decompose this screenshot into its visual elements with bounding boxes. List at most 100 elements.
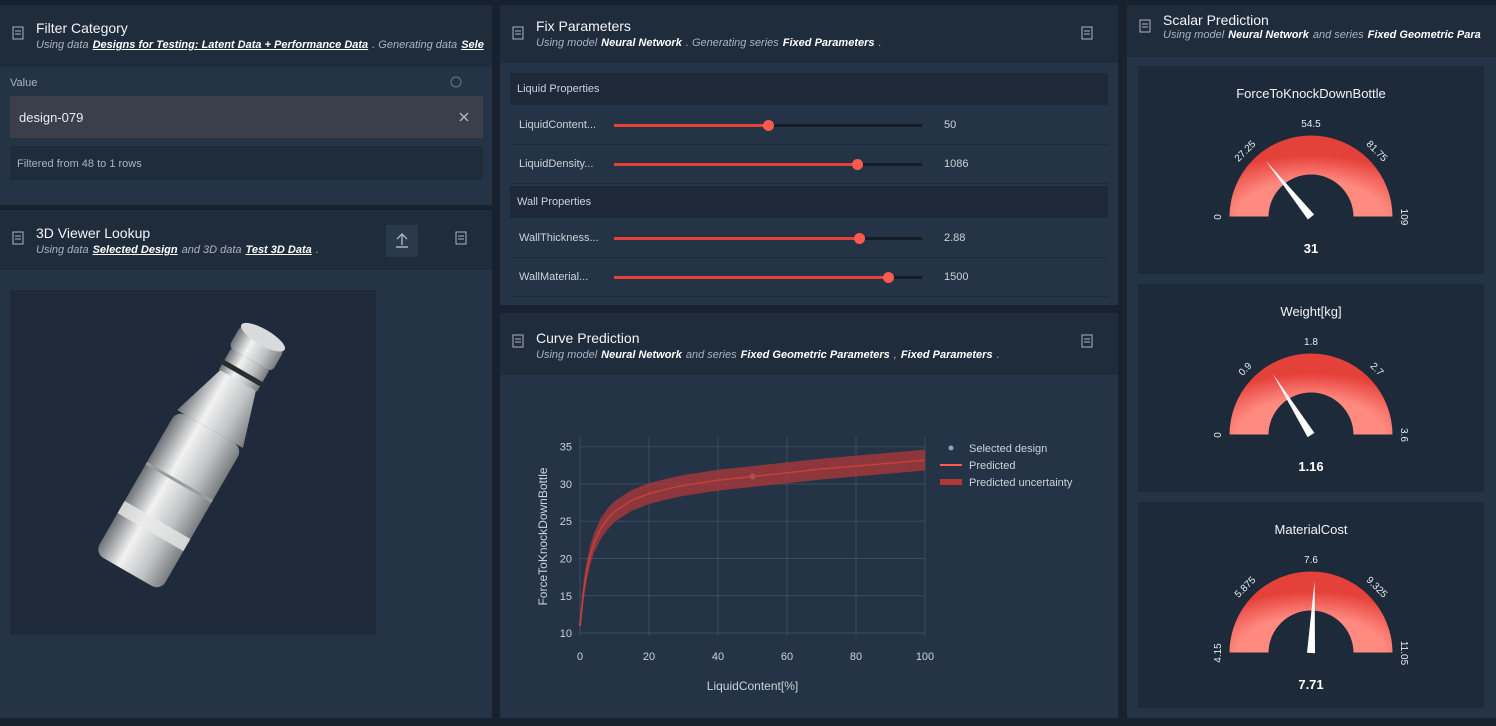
gauge-arc	[1228, 352, 1394, 436]
gauge-needle	[1307, 581, 1315, 654]
upload-button[interactable]	[386, 225, 418, 257]
subtitle-text: Using model	[536, 349, 598, 361]
slider[interactable]	[614, 272, 922, 283]
subtitle-text: . Generating series	[685, 37, 779, 49]
panel-title: Fix Parameters	[536, 18, 631, 34]
fix-parameters-panel: Fix Parameters Using model Neural Network…	[500, 5, 1118, 305]
gauge-tick-label: 4.15	[1213, 643, 1224, 663]
x-tick-label: 20	[643, 651, 655, 663]
slider[interactable]	[614, 120, 922, 131]
gauge-tick-label: 0	[1213, 432, 1224, 438]
doc-icon[interactable]	[1081, 26, 1093, 40]
filter-panel: Filter Category Using data Designs for Te…	[0, 5, 492, 205]
subtitle-source: Fixed Parameters	[782, 37, 875, 49]
subtitle-source: Neural Network	[601, 37, 682, 49]
gauge-value: 1.16	[1298, 459, 1323, 474]
slider-value: 1086	[944, 158, 969, 170]
y-tick-label: 20	[560, 553, 572, 565]
x-tick-label: 100	[916, 651, 934, 663]
gauge-needle	[1265, 160, 1315, 220]
subtitle-source: Test 3D Data	[245, 244, 312, 256]
gauge-tick-label: 0.9	[1237, 360, 1255, 378]
legend-label: Predicted	[969, 460, 1015, 472]
slider-value: 50	[944, 119, 957, 131]
panel-title: Filter Category	[36, 20, 128, 36]
panel-subtitle: Using model Neural Network and series Fixed…	[536, 349, 1000, 361]
gauge-arc	[1228, 570, 1394, 654]
panel-header: Curve Prediction Using model Neural Netwo…	[500, 313, 1118, 375]
slider-value: 2.88	[944, 232, 966, 244]
subtitle-source: Neural Network	[601, 349, 682, 361]
gauge-title: Weight[kg]	[1280, 304, 1341, 319]
x-tick-label: 80	[850, 651, 862, 663]
gauge-tick-label: 1.8	[1304, 337, 1318, 348]
gauge-title: MaterialCost	[1275, 522, 1348, 537]
value-input[interactable]: design-079	[10, 96, 483, 138]
subtitle-text: .	[878, 37, 882, 49]
gauge-tick-label: 11.05	[1398, 641, 1409, 666]
subtitle-text: Using model	[536, 37, 598, 49]
legend-swatch	[940, 479, 962, 485]
y-tick-label: 15	[560, 591, 572, 603]
gauge-tick-label: 54.5	[1301, 119, 1321, 130]
slider[interactable]	[614, 233, 922, 244]
gauge-title: ForceToKnockDownBottle	[1236, 86, 1386, 101]
subtitle-text: Using model	[1163, 29, 1225, 41]
panel-header: 3D Viewer Lookup Using data Selected Desi…	[0, 210, 492, 270]
subtitle-text: .	[996, 349, 1000, 361]
slider-value: 1500	[944, 271, 969, 283]
gauge-arc	[1228, 134, 1394, 218]
doc-icon[interactable]	[455, 231, 467, 245]
subtitle-text: . Generating data	[372, 39, 458, 51]
group-header: Liquid Properties	[510, 73, 1108, 105]
subtitle-text: .	[315, 244, 319, 256]
gauge-value: 7.71	[1298, 677, 1323, 692]
panel-title: Curve Prediction	[536, 330, 640, 346]
doc-icon	[12, 26, 24, 40]
subtitle-source: Neural Network	[1228, 29, 1309, 41]
viewer-panel: 3D Viewer Lookup Using data Selected Desi…	[0, 210, 492, 718]
slider-row: LiquidContent... 50	[510, 106, 1108, 145]
status-bar: Filtered from 48 to 1 rows	[10, 146, 483, 180]
doc-icon	[512, 334, 524, 348]
subtitle-text: and series	[685, 349, 737, 361]
x-axis-label: LiquidContent[%]	[707, 679, 798, 693]
slider[interactable]	[614, 159, 922, 170]
panel-subtitle: Using data Designs for Testing: Latent Da…	[36, 39, 492, 51]
x-tick-label: 0	[577, 651, 583, 663]
subtitle-source: Fixed Parameters	[900, 349, 993, 361]
3d-viewer[interactable]	[10, 290, 376, 635]
doc-icon	[12, 231, 24, 245]
uncertainty-band	[580, 449, 925, 634]
status-text: Filtered from 48 to 1 rows	[17, 158, 142, 170]
group-header: Wall Properties	[510, 186, 1108, 218]
gauge-tick-label: 2.7	[1368, 361, 1386, 379]
subtitle-source: Designs for Testing: Latent Data + Perfo…	[92, 39, 369, 51]
subtitle-text: and 3D data	[181, 244, 242, 256]
field-label: Value	[10, 77, 38, 89]
panel-subtitle: Using model Neural Network. Generating se…	[536, 37, 882, 49]
help-icon[interactable]	[450, 76, 462, 88]
y-tick-label: 30	[560, 479, 572, 491]
panel-header: Filter Category Using data Designs for Te…	[0, 5, 492, 67]
subtitle-text: and series	[1312, 29, 1364, 41]
clear-button[interactable]	[459, 112, 469, 122]
panel-subtitle: Using data Selected Design and 3D data Test…	[36, 244, 322, 256]
panel-title: 3D Viewer Lookup	[36, 225, 151, 241]
slider-row: WallThickness... 2.88	[510, 219, 1108, 258]
panel-header: Fix Parameters Using model Neural Network…	[500, 5, 1118, 63]
panel-title: Scalar Prediction	[1163, 12, 1269, 28]
doc-icon	[512, 26, 524, 40]
x-tick-label: 60	[781, 651, 793, 663]
legend-swatch	[948, 445, 954, 451]
doc-icon[interactable]	[1081, 334, 1093, 348]
slider-label: WallThickness...	[519, 232, 599, 244]
y-axis-label: ForceToKnockDownBottle	[536, 467, 550, 605]
y-tick-label: 25	[560, 516, 572, 528]
subtitle-text: ,	[893, 349, 897, 361]
subtitle-text: Using data	[36, 244, 89, 256]
gauge-value: 31	[1304, 241, 1318, 256]
subtitle-source: Sele	[461, 39, 484, 51]
